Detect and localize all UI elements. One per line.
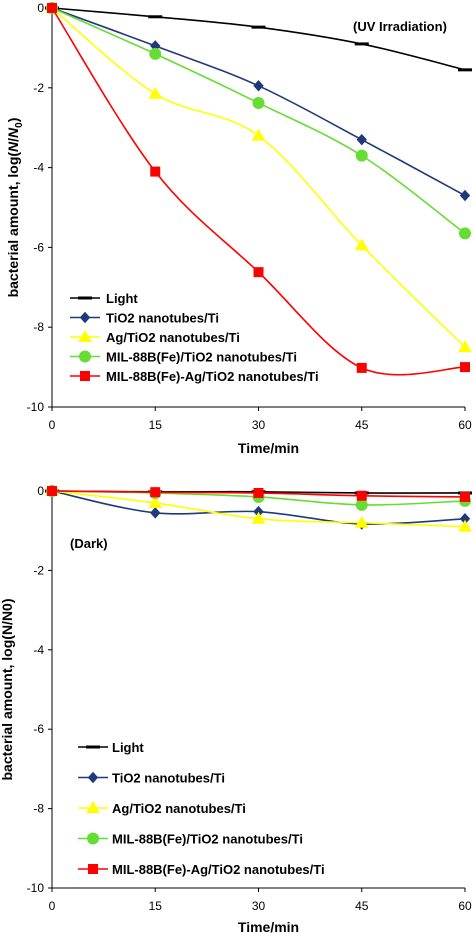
x-tick-label: 45 bbox=[355, 418, 369, 432]
data-point bbox=[356, 490, 367, 501]
data-point bbox=[150, 487, 161, 498]
y-tick-label: -10 bbox=[27, 400, 45, 414]
legend-label: MIL-88B(Fe)-Ag/TiO2 nanotubes/Ti bbox=[112, 862, 325, 877]
legend-marker bbox=[78, 329, 92, 342]
data-point bbox=[253, 267, 264, 278]
x-axis-title: Time/min bbox=[238, 440, 299, 456]
y-tick-label: 0 bbox=[37, 1, 44, 15]
data-point bbox=[150, 507, 161, 519]
legend-label: Light bbox=[106, 291, 138, 306]
y-axis-title: bacterial amount, log(N/N0) bbox=[0, 598, 15, 780]
y-axis-title-part: N bbox=[5, 127, 21, 138]
x-tick-label: 0 bbox=[49, 418, 56, 432]
y-tick-label: -4 bbox=[33, 643, 44, 657]
data-point bbox=[356, 362, 367, 373]
x-tick-label: 15 bbox=[149, 418, 163, 432]
data-point bbox=[149, 47, 162, 60]
y-axis-title-part: N bbox=[5, 141, 21, 152]
x-tick-label: 30 bbox=[252, 899, 266, 913]
legend-label: MIL-88B(Fe)/TiO2 nanotubes/Ti bbox=[106, 350, 297, 365]
data-point bbox=[458, 340, 472, 353]
data-point bbox=[47, 3, 57, 13]
chart-panel-1: 0 -2 -4 -6 -8 -10 0 15 30 45 60 Time/min bacterial a… bbox=[5, 0, 472, 456]
x-tick-label: 45 bbox=[355, 899, 369, 913]
x-tick-label: 60 bbox=[458, 418, 472, 432]
x-tick-label: 0 bbox=[49, 899, 56, 913]
y-tick-label: -8 bbox=[33, 320, 44, 334]
x-tick-label: 60 bbox=[458, 899, 472, 913]
legend-marker bbox=[79, 350, 91, 363]
series-line bbox=[51, 7, 466, 235]
y-axis-title-part: / bbox=[5, 138, 21, 142]
data-point bbox=[252, 96, 265, 109]
y-tick-label: -10 bbox=[27, 881, 45, 895]
legend-marker bbox=[79, 311, 91, 324]
legend-marker bbox=[80, 371, 90, 381]
data-point bbox=[459, 189, 471, 202]
legend-marker bbox=[87, 771, 99, 784]
data-point bbox=[460, 491, 470, 502]
legend-label: TiO2 nanotubes/Ti bbox=[106, 311, 219, 326]
y-tick-label: -2 bbox=[33, 81, 44, 95]
legend-label: TiO2 nanotubes/Ti bbox=[112, 771, 225, 786]
y-axis-title-part: ) bbox=[5, 118, 21, 123]
panel-annotation: (UV Irradiation) bbox=[353, 19, 447, 34]
data-point bbox=[253, 487, 264, 498]
legend-label: Light bbox=[112, 740, 144, 755]
data-point bbox=[355, 149, 368, 162]
y-axis-title-part: bacterial amount, log( bbox=[5, 152, 21, 298]
series-line bbox=[51, 7, 466, 71]
data-point bbox=[356, 133, 367, 146]
data-point bbox=[150, 166, 161, 177]
legend-label: Ag/TiO2 nanotubes/Ti bbox=[112, 801, 246, 816]
y-tick-label: -6 bbox=[33, 722, 44, 736]
y-tick-label: -6 bbox=[33, 240, 44, 254]
chart-panel-2: 0 -2 -4 -6 -8 -10 0 15 30 45 60 Time/min bacterial a… bbox=[0, 483, 472, 935]
y-tick-label: -2 bbox=[33, 563, 44, 577]
legend-marker bbox=[86, 800, 100, 813]
data-point bbox=[354, 515, 369, 528]
data-point bbox=[460, 362, 470, 373]
legend-marker bbox=[87, 832, 99, 845]
data-point bbox=[148, 86, 163, 99]
data-point bbox=[253, 80, 264, 92]
legend-label: MIL-88B(Fe)-Ag/TiO2 nanotubes/Ti bbox=[106, 369, 319, 384]
y-tick-label: -4 bbox=[33, 161, 44, 175]
x-tick-label: 30 bbox=[252, 418, 266, 432]
legend-label: Ag/TiO2 nanotubes/Ti bbox=[106, 330, 240, 345]
legend-marker bbox=[88, 864, 98, 874]
panel-annotation: (Dark) bbox=[70, 536, 108, 551]
data-point bbox=[355, 498, 368, 511]
legend-label: MIL-88B(Fe)/TiO2 nanotubes/Ti bbox=[112, 832, 303, 847]
data-point bbox=[354, 238, 369, 251]
y-tick-label: -8 bbox=[33, 802, 44, 816]
x-tick-label: 15 bbox=[149, 899, 163, 913]
series-line bbox=[51, 7, 466, 376]
x-axis-title: Time/min bbox=[238, 919, 299, 935]
data-point bbox=[251, 511, 266, 524]
y-axis-title: bacterial amount, log(N/N0) bbox=[5, 118, 25, 298]
data-point bbox=[148, 495, 163, 508]
data-point bbox=[459, 227, 471, 240]
y-axis-title-part: 0 bbox=[14, 122, 25, 128]
data-point bbox=[251, 128, 266, 141]
data-point bbox=[47, 486, 57, 496]
y-tick-label: 0 bbox=[37, 484, 44, 498]
data-point bbox=[458, 519, 472, 532]
